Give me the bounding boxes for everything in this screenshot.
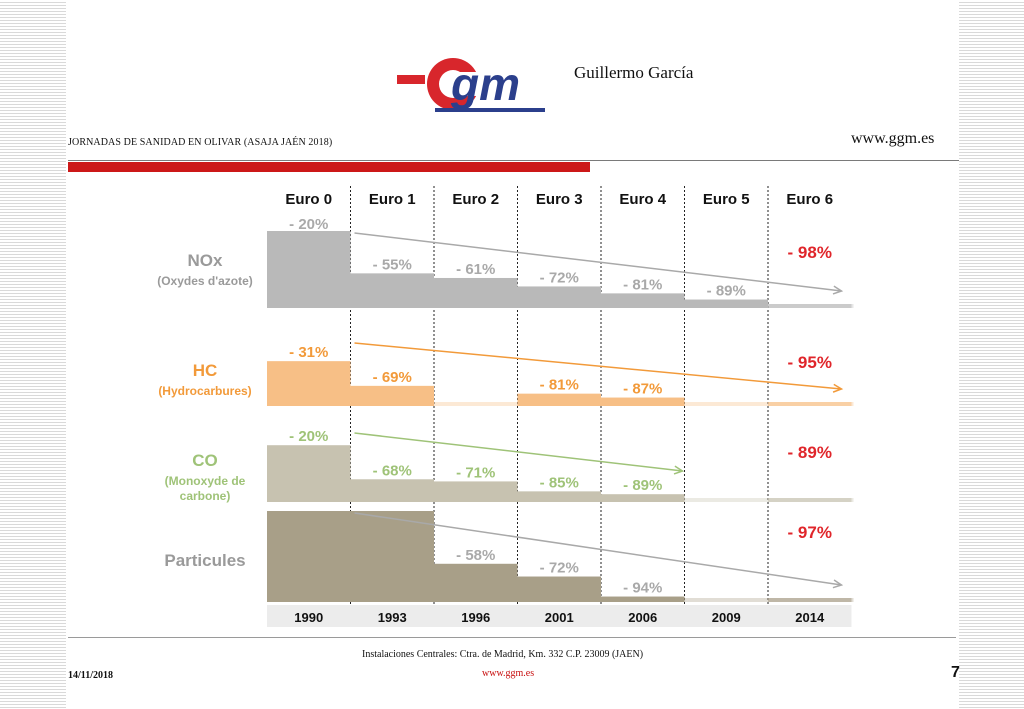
series-subtitle: (Hydrocarbures) <box>158 384 251 398</box>
bar <box>517 576 601 602</box>
trend-arrowhead <box>832 579 844 589</box>
year-label: 2009 <box>712 610 741 625</box>
trend-arrow <box>354 432 683 472</box>
year-label: 1990 <box>294 610 323 625</box>
bar <box>517 491 601 502</box>
data-label: - 87% <box>623 381 662 398</box>
bar <box>267 511 351 602</box>
footer-date: 14/11/2018 <box>68 670 114 681</box>
data-label: - 95% <box>788 353 832 372</box>
bar <box>350 511 434 602</box>
brand-name: Guillermo García <box>574 63 694 82</box>
column-header: Euro 0 <box>285 191 332 208</box>
trend-arrowhead <box>832 285 844 295</box>
data-label: - 61% <box>456 261 495 278</box>
series-name: CO <box>192 451 218 470</box>
accent-bar <box>68 162 590 172</box>
trend-arrow <box>354 232 842 292</box>
bar <box>267 445 351 502</box>
bar <box>601 293 685 308</box>
trend-arrow <box>354 512 842 586</box>
data-label: - 98% <box>788 243 832 262</box>
bar <box>434 277 518 308</box>
bar <box>350 385 434 406</box>
column-header: Euro 4 <box>619 191 666 208</box>
bar <box>768 304 852 308</box>
header-website: www.ggm.es <box>851 130 935 147</box>
column-header: Euro 6 <box>786 191 833 208</box>
series-subtitle: (Monoxyde de <box>165 474 246 488</box>
trend-arrowhead <box>832 383 844 393</box>
bar <box>267 231 351 308</box>
data-label: - 89% <box>707 283 746 300</box>
ggm-logo: gm <box>395 42 555 122</box>
footer-address: Instalaciones Centrales: Ctra. de Madrid… <box>362 649 644 660</box>
data-label: - 89% <box>788 443 832 462</box>
series-name: HC <box>193 361 218 380</box>
data-label: - 72% <box>540 269 579 286</box>
bar <box>267 361 351 406</box>
data-label: - 94% <box>623 580 662 597</box>
bar <box>768 598 852 602</box>
event-title: JORNADAS DE SANIDAD EN OLIVAR (ASAJA JAÉ… <box>68 137 333 148</box>
bar <box>350 479 434 502</box>
emissions-chart: Euro 0 Euro 1 Euro 2 Euro 3 Euro 4 Euro 5 Euro… <box>143 181 857 630</box>
data-label: - 97% <box>788 523 832 542</box>
data-label: - 20% <box>289 216 328 233</box>
year-row <box>267 605 852 627</box>
year-label: 1993 <box>378 610 407 625</box>
bar <box>601 397 685 406</box>
series-subtitle: (Oxydes d'azote) <box>157 274 253 288</box>
bar <box>434 563 518 602</box>
data-label: - 55% <box>373 256 412 273</box>
bar <box>517 393 601 406</box>
bar <box>434 481 518 502</box>
data-label: - 85% <box>540 474 579 491</box>
trend-arrowhead <box>673 465 685 475</box>
bar <box>684 299 768 308</box>
data-label: - 20% <box>289 428 328 445</box>
bar <box>601 494 685 502</box>
footer-rule <box>68 637 956 638</box>
column-header: Euro 2 <box>452 191 499 208</box>
page-number: 7 <box>951 664 960 681</box>
column-header: Euro 5 <box>703 191 750 208</box>
bar <box>350 273 434 308</box>
data-label: - 68% <box>373 462 412 479</box>
year-label: 2001 <box>545 610 574 625</box>
data-label: - 58% <box>456 547 495 564</box>
series-name: NOx <box>188 251 224 270</box>
data-label: - 89% <box>623 477 662 494</box>
data-label: - 81% <box>623 276 662 293</box>
trend-arrow <box>354 342 842 390</box>
column-header: Euro 3 <box>536 191 583 208</box>
footer-website[interactable]: www.ggm.es <box>482 668 535 679</box>
series-name: Particules <box>164 551 245 570</box>
bar <box>517 286 601 308</box>
data-label: - 71% <box>456 464 495 481</box>
data-label: - 72% <box>540 560 579 577</box>
column-header: Euro 1 <box>369 191 416 208</box>
year-label: 2006 <box>628 610 657 625</box>
year-label: 2014 <box>795 610 825 625</box>
data-label: - 81% <box>540 377 579 394</box>
year-label: 1996 <box>461 610 490 625</box>
data-label: - 31% <box>289 344 328 361</box>
bar <box>768 498 852 502</box>
bar <box>601 596 685 602</box>
bar <box>768 402 852 406</box>
series-subtitle: carbone) <box>180 489 231 503</box>
header-rule <box>68 160 959 161</box>
svg-text:gm: gm <box>450 58 520 110</box>
data-label: - 69% <box>373 369 412 386</box>
